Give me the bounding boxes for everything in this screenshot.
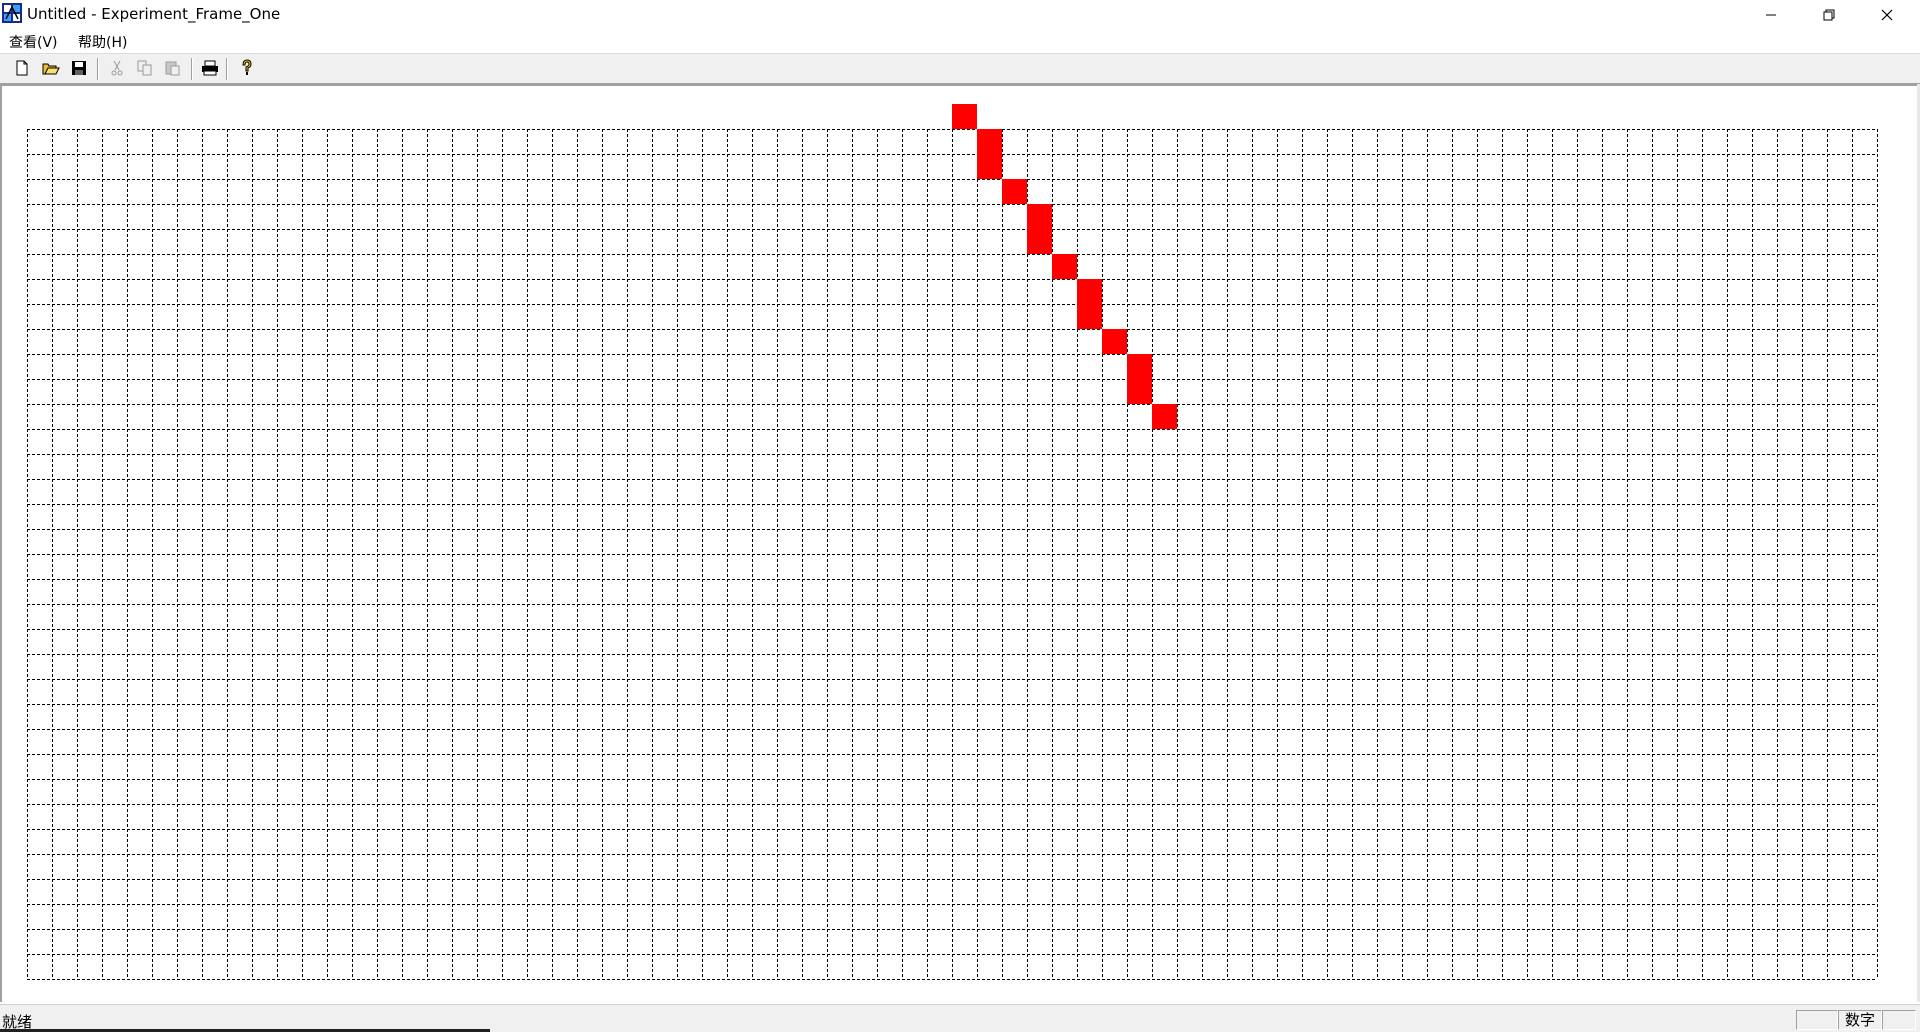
- minimize-icon: [1766, 14, 1776, 16]
- open-icon: [42, 63, 60, 75]
- close-button[interactable]: [1858, 0, 1916, 30]
- filled-pixel: [1102, 329, 1127, 354]
- menu-help[interactable]: 帮助(H): [78, 35, 128, 51]
- grid-canvas[interactable]: [0, 84, 1916, 1002]
- toolbar-separator: [191, 58, 193, 80]
- new-icon: [16, 60, 27, 76]
- status-numlock: 数字: [1838, 1010, 1882, 1030]
- copy-button[interactable]: [133, 57, 156, 79]
- status-text: 就绪: [2, 1013, 33, 1031]
- help-button[interactable]: [235, 57, 258, 79]
- save-button[interactable]: [67, 57, 90, 79]
- cut-button[interactable]: [105, 57, 128, 79]
- paste-button[interactable]: [161, 57, 184, 79]
- toolbar-separator: [226, 58, 228, 80]
- new-button[interactable]: [10, 57, 33, 79]
- status-pane-empty: [1796, 1010, 1838, 1030]
- close-icon: [1881, 9, 1893, 21]
- restore-button[interactable]: [1800, 0, 1858, 30]
- filled-pixel: [1127, 379, 1152, 404]
- status-bar: 就绪 数字: [0, 1004, 1920, 1032]
- filled-pixel: [1002, 179, 1027, 204]
- save-icon: [71, 61, 86, 75]
- restore-icon: [1823, 9, 1835, 21]
- status-pane-scroll: [1882, 1010, 1916, 1030]
- client-right-edge: [1917, 84, 1920, 1002]
- grid-lines: [27, 129, 1878, 980]
- cut-icon: [111, 60, 122, 76]
- toolbar: [0, 53, 1920, 84]
- filled-pixel: [1077, 279, 1102, 304]
- copy-icon: [137, 60, 151, 76]
- filled-pixel: [1127, 354, 1152, 379]
- filled-pixel: [1077, 304, 1102, 329]
- filled-pixel: [1152, 404, 1177, 429]
- filled-pixel: [977, 154, 1002, 179]
- minimize-button[interactable]: [1742, 0, 1800, 30]
- help-icon: [241, 59, 252, 75]
- filled-pixel: [952, 104, 977, 129]
- filled-pixel: [1027, 204, 1052, 229]
- filled-pixel: [977, 129, 1002, 154]
- filled-pixel: [1052, 254, 1077, 279]
- print-button[interactable]: [198, 57, 221, 79]
- menu-bar: 查看(V) 帮助(H): [0, 30, 1920, 53]
- window-title: Untitled - Experiment_Frame_One: [27, 5, 281, 23]
- title-bar: Untitled - Experiment_Frame_One: [0, 0, 1920, 30]
- print-icon: [201, 60, 218, 76]
- open-button[interactable]: [39, 57, 62, 79]
- menu-view[interactable]: 查看(V): [9, 35, 58, 51]
- paste-icon: [165, 61, 179, 76]
- toolbar-separator: [97, 58, 99, 80]
- filled-pixel: [1027, 229, 1052, 254]
- taskbar-edge: [0, 1029, 490, 1032]
- client-area: [0, 84, 1920, 1002]
- mfc-app-icon: [2, 3, 22, 23]
